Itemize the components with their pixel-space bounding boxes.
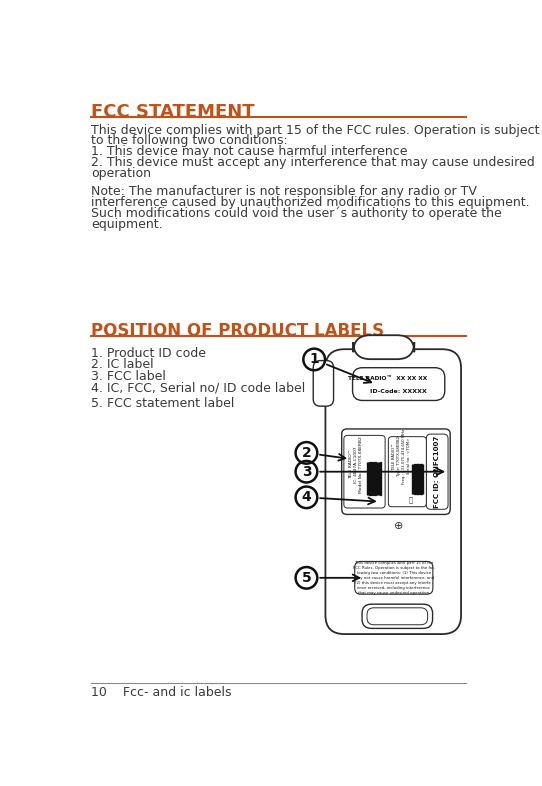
Text: This device complies with part 15 of the
FCC Rules. Operation is subject to the : This device complies with part 15 of the… <box>353 561 435 594</box>
Text: ID-Code: XXXXX: ID-Code: XXXXX <box>370 389 427 394</box>
FancyBboxPatch shape <box>341 429 450 514</box>
Text: TELE RADIO™
IC: 4807A-C1007
Model No.: T70TX-08ERB2: TELE RADIO™ IC: 4807A-C1007 Model No.: T… <box>349 436 364 493</box>
FancyBboxPatch shape <box>362 604 433 628</box>
FancyBboxPatch shape <box>367 608 428 625</box>
Text: 1: 1 <box>309 352 319 366</box>
Text: ⊕: ⊕ <box>394 464 403 474</box>
Bar <box>418 465 419 494</box>
Text: 1. Product ID code: 1. Product ID code <box>91 347 206 360</box>
Text: 2. IC label: 2. IC label <box>91 358 153 372</box>
Text: 3: 3 <box>302 465 311 479</box>
Text: Such modifications could void the user´s authority to operate the: Such modifications could void the user´s… <box>91 207 502 220</box>
Text: Note: The manufacturer is not responsible for any radio or TV: Note: The manufacturer is not responsibl… <box>91 185 477 198</box>
FancyBboxPatch shape <box>353 336 414 359</box>
Bar <box>373 462 374 495</box>
Text: 1. This device may not cause harmful interference: 1. This device may not cause harmful int… <box>91 145 408 158</box>
FancyBboxPatch shape <box>325 349 461 634</box>
Text: TELE RADIO™  XX XX XX: TELE RADIO™ XX XX XX <box>348 376 427 380</box>
Text: 5. FCC statement label: 5. FCC statement label <box>91 397 234 410</box>
FancyBboxPatch shape <box>389 437 427 507</box>
FancyBboxPatch shape <box>313 361 333 406</box>
Text: This device complies with part 15 of the FCC rules. Operation is subject: This device complies with part 15 of the… <box>91 123 539 137</box>
Text: 3. FCC label: 3. FCC label <box>91 370 166 383</box>
Text: FCC STATEMENT: FCC STATEMENT <box>91 103 255 121</box>
Text: FCC ID: ONFC1007: FCC ID: ONFC1007 <box>434 435 440 508</box>
Text: POSITION OF PRODUCT LABELS: POSITION OF PRODUCT LABELS <box>91 322 384 340</box>
Text: 4: 4 <box>301 490 311 505</box>
Text: ⊕: ⊕ <box>394 521 403 531</box>
Text: 2: 2 <box>301 446 311 460</box>
Bar <box>366 462 367 495</box>
Text: 5: 5 <box>301 571 311 585</box>
Bar <box>416 465 417 494</box>
Text: operation: operation <box>91 167 151 180</box>
FancyBboxPatch shape <box>352 368 445 401</box>
Bar <box>369 462 370 495</box>
Text: 4. IC, FCC, Serial no/ ID code label: 4. IC, FCC, Serial no/ ID code label <box>91 381 305 395</box>
FancyBboxPatch shape <box>344 435 385 508</box>
FancyBboxPatch shape <box>354 561 433 594</box>
Text: interference caused by unauthorized modifications to this equipment.: interference caused by unauthorized modi… <box>91 196 530 209</box>
Text: Ⓡ: Ⓡ <box>409 497 414 503</box>
Text: TELE RADIO™
Type: T70TX-08ERB2
Freq.: 433.075-434.650 MHz
Serial no.: <TOM>: TELE RADIO™ Type: T70TX-08ERB2 Freq.: 43… <box>392 428 411 484</box>
Text: equipment.: equipment. <box>91 218 163 230</box>
Bar <box>414 465 415 494</box>
Text: 10    Fcc- and ic labels: 10 Fcc- and ic labels <box>91 686 231 700</box>
Text: 2. This device must accept any interference that may cause undesired: 2. This device must accept any interfere… <box>91 156 535 169</box>
FancyBboxPatch shape <box>427 434 448 509</box>
Text: to the following two conditions:: to the following two conditions: <box>91 134 288 147</box>
